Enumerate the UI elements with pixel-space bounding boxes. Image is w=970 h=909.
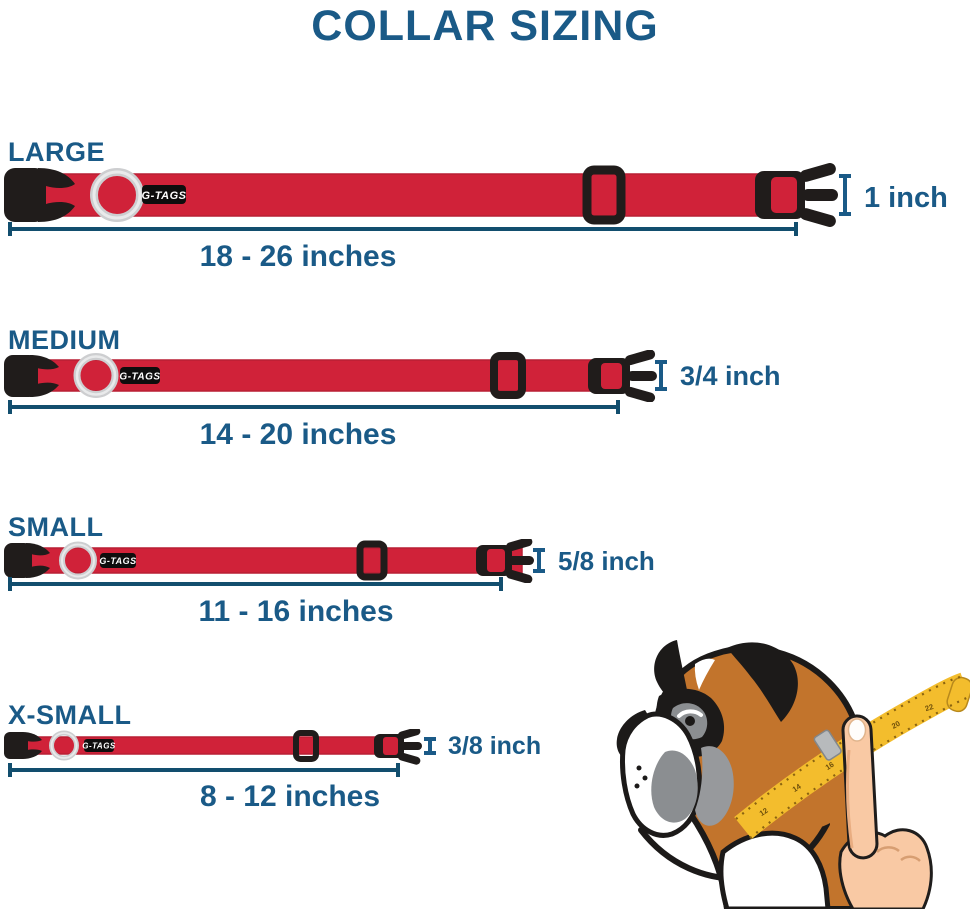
brand-tag: G-TAGS bbox=[82, 739, 116, 752]
width-bracket bbox=[533, 548, 545, 573]
buckle-female-icon bbox=[4, 168, 75, 222]
tape-number: 20 bbox=[890, 719, 902, 731]
dog-ear-right bbox=[727, 642, 798, 722]
length-measure-line bbox=[8, 222, 798, 236]
collar-strap bbox=[21, 547, 523, 574]
dog-neck-fur bbox=[766, 788, 853, 831]
slider-icon bbox=[293, 730, 319, 762]
length-range-label: 8 - 12 inches bbox=[199, 780, 381, 813]
buckle-female-icon bbox=[4, 543, 50, 578]
svg-text:G-TAGS: G-TAGS bbox=[99, 556, 136, 566]
tape-metal-clip bbox=[813, 729, 842, 761]
dog-jowl-shading bbox=[651, 750, 698, 823]
dog-chest bbox=[718, 830, 831, 909]
tape-ticks-bottom bbox=[749, 695, 970, 839]
tape-band bbox=[734, 672, 970, 839]
width-label: 1 inch bbox=[864, 182, 948, 214]
length-range-label: 18 - 26 inches bbox=[199, 240, 397, 273]
length-measure-line bbox=[8, 577, 503, 591]
length-measure-line bbox=[8, 763, 400, 777]
svg-text:G-TAGS: G-TAGS bbox=[119, 372, 160, 383]
finger-shading bbox=[846, 749, 854, 849]
buckle-male-icon bbox=[476, 539, 534, 583]
collar-graphic-xsmall: G-TAGS bbox=[4, 729, 422, 765]
buckle-male-icon bbox=[755, 163, 838, 227]
dog-eye-glint bbox=[677, 709, 703, 718]
brand-tag: G-TAGS bbox=[119, 367, 160, 384]
page-title: COLLAR SIZING bbox=[311, 2, 659, 50]
slider-icon bbox=[356, 540, 388, 581]
measuring-tape-icon: 12 14 16 18 20 22 bbox=[734, 672, 970, 839]
tape-ticks-top bbox=[735, 675, 961, 820]
knuckle-creases bbox=[876, 846, 921, 862]
brand-tag: G-TAGS bbox=[99, 553, 136, 568]
dog-cheek-shading bbox=[695, 746, 734, 826]
width-bracket bbox=[655, 360, 667, 391]
buckle-male-icon bbox=[374, 729, 422, 765]
hand-icon bbox=[838, 714, 933, 909]
size-label-small: SMALL bbox=[8, 512, 104, 542]
dog-ear-left bbox=[654, 640, 689, 703]
fingernail bbox=[847, 718, 867, 742]
width-label: 3/4 inch bbox=[680, 361, 781, 391]
buckle-female-icon bbox=[4, 732, 42, 759]
d-ring-highlight bbox=[92, 170, 142, 220]
svg-text:G-TAGS: G-TAGS bbox=[142, 190, 187, 202]
tape-number: 16 bbox=[824, 760, 836, 772]
dog-eye bbox=[685, 716, 695, 726]
svg-text:G-TAGS: G-TAGS bbox=[82, 742, 116, 751]
whisker-dot bbox=[642, 775, 648, 781]
brand-tag: G-TAGS bbox=[142, 185, 187, 204]
collar-graphic-large: G-TAGS bbox=[4, 163, 838, 227]
size-label-large: LARGE bbox=[8, 137, 105, 167]
whisker-dot bbox=[634, 783, 640, 789]
dog-measuring-illustration: 12 14 16 18 20 22 bbox=[616, 640, 970, 909]
tape-end bbox=[946, 676, 970, 713]
collar-graphic-medium: G-TAGS bbox=[4, 350, 657, 402]
buckle-male-icon bbox=[588, 350, 657, 402]
width-label: 5/8 inch bbox=[558, 546, 655, 576]
buckle-female-icon bbox=[4, 355, 59, 397]
width-bracket bbox=[839, 174, 851, 216]
tape-number: 22 bbox=[924, 702, 935, 713]
length-range-label: 11 - 16 inches bbox=[198, 595, 394, 628]
width-label: 3/8 inch bbox=[448, 732, 542, 760]
collar-graphic-small: G-TAGS bbox=[4, 539, 534, 583]
tape-number: 12 bbox=[758, 806, 770, 818]
whisker-dot bbox=[636, 765, 642, 771]
size-label-medium: MEDIUM bbox=[8, 325, 121, 355]
dog-forehead-blaze bbox=[694, 658, 715, 690]
length-measure-line bbox=[8, 400, 620, 414]
length-range-label: 14 - 20 inches bbox=[199, 418, 397, 451]
d-ring-highlight bbox=[50, 732, 78, 759]
slider-icon bbox=[582, 165, 626, 225]
d-ring-highlight bbox=[61, 543, 95, 578]
width-bracket bbox=[424, 737, 436, 755]
size-label-xsmall: X-SMALL bbox=[8, 700, 132, 730]
d-ring-highlight bbox=[75, 355, 117, 396]
slider-icon bbox=[490, 352, 526, 399]
